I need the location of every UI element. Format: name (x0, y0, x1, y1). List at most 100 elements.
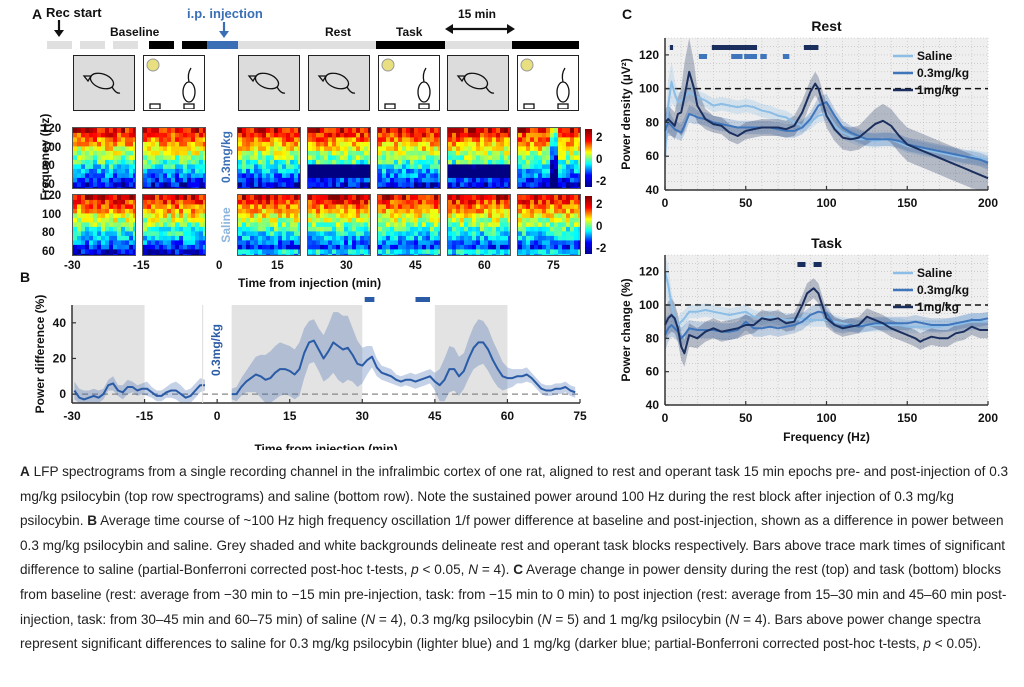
spectrogram-ytick: 80 (42, 160, 55, 172)
task-cage-icon (143, 55, 205, 111)
y-tick-label: 100 (639, 298, 659, 312)
duration-double-arrow-icon (445, 24, 515, 34)
x-tick-label: 50 (739, 411, 753, 425)
significance-bar (415, 297, 431, 302)
caption-panel-ref: B (87, 513, 98, 529)
significance-bar-03mgkg (782, 54, 790, 59)
x-tick-label: 100 (816, 196, 836, 210)
y-tick-label: 80 (646, 331, 660, 345)
spectrogram (447, 127, 511, 189)
spectrogram (72, 127, 136, 189)
rest-label: Rest (325, 25, 352, 39)
chart-title: Rest (811, 18, 842, 34)
task-power-change-chart: 40 60 80 100 120 0 50 100 150 200 Task Power change… (619, 235, 998, 444)
significance-bar (364, 297, 375, 302)
rec-start-label: Rec start (46, 5, 102, 20)
colorbar-tick: 0 (596, 154, 603, 166)
spectrogram (142, 194, 206, 256)
significance-bar-03mgkg (698, 54, 707, 59)
baseline-label: Baseline (110, 25, 160, 39)
x-tick-label: 200 (978, 196, 998, 210)
x-tick-label: 0 (214, 409, 221, 423)
caption-italic: N (729, 611, 740, 627)
caption-text: < 0.05). (930, 636, 982, 652)
x-tick-label: 100 (816, 411, 836, 425)
resting-rat-icon (247, 72, 286, 94)
chart-title: Task (811, 235, 842, 251)
significance-bar-03mgkg (744, 54, 758, 59)
legend-label: 1mg/kg (917, 300, 959, 314)
spectrogram (237, 194, 301, 256)
spectrogram-xtick: -15 (133, 260, 150, 272)
x-tick-label: -30 (63, 409, 81, 423)
spectrogram (517, 127, 581, 189)
colorbar (585, 129, 592, 187)
spectrogram-xlabel: Time from injection (min) (238, 276, 382, 290)
legend-label: Saline (917, 49, 953, 63)
rest-cage-icon (308, 55, 370, 111)
timeline-task-segment (512, 41, 579, 49)
spectrogram (517, 194, 581, 256)
series-line-03mgkg (664, 310, 989, 340)
spectrogram (307, 194, 371, 256)
error-band-03mgkg (231, 312, 576, 403)
caption-text: < 0.05, (418, 562, 469, 578)
significance-bar-1mgkg (797, 262, 806, 267)
caption-text: = 4). (478, 562, 514, 578)
error-band-saline (665, 255, 988, 334)
task-rat-icon (384, 67, 431, 109)
task-cage-icon (378, 55, 440, 111)
task-rat-icon (523, 67, 570, 109)
series-line-03mgkg (73, 382, 205, 401)
spectrogram-xtick: 0 (216, 260, 223, 272)
resting-rat-icon (456, 72, 495, 94)
timeline-task-segment (376, 41, 445, 49)
caption-italic: N (468, 562, 479, 578)
duration-label: 15 min (458, 7, 497, 21)
x-tick-label: 150 (897, 196, 917, 210)
x-axis-label: Frequency (Hz) (783, 430, 870, 444)
figure-caption: A LFP spectrograms from a single recordi… (20, 460, 1010, 657)
timeline-task-segment (149, 41, 174, 49)
y-axis-label: Power density (µV²) (619, 58, 633, 170)
colorbar-tick: 0 (596, 221, 603, 233)
panel-c-label: C (622, 6, 633, 22)
y-tick-label: 40 (646, 398, 660, 412)
spectrogram-ytick: 100 (42, 208, 62, 221)
spectrogram-xtick: 15 (271, 260, 284, 272)
task-cage-icon (517, 55, 579, 111)
spectrogram (237, 127, 301, 189)
error-band-saline (665, 61, 988, 182)
y-tick-label: 80 (646, 115, 660, 129)
colorbar-tick: 2 (596, 132, 603, 144)
y-tick-label: 40 (53, 316, 67, 330)
spectrogram-ytick: 120 (42, 123, 62, 135)
timeline-rest-segment (238, 41, 376, 49)
timeline-rest-segment (113, 41, 138, 49)
y-tick-label: 40 (646, 183, 660, 197)
y-tick-label: 100 (639, 82, 659, 96)
caption-text: = 5) and 1 mg/kg psilocybin ( (551, 611, 730, 627)
spectrogram-xtick: 45 (409, 260, 422, 272)
rec-start-arrow-icon (54, 20, 64, 37)
spectrogram-xtick: -30 (64, 260, 81, 272)
panel-a-label: A (32, 6, 43, 22)
spectrogram (72, 194, 136, 256)
row-label-saline: Saline (219, 207, 233, 243)
injection-text: i.p. injection (187, 6, 263, 21)
spectrogram-xtick: 60 (478, 260, 491, 272)
colorbar-tick: -2 (596, 243, 607, 255)
x-axis-label: Time from injection (min) (254, 442, 397, 450)
x-tick-label: 150 (897, 411, 917, 425)
significance-bar-1mgkg (711, 45, 758, 50)
injection-arrow-icon (219, 22, 229, 38)
significance-bar-1mgkg (803, 45, 819, 50)
error-band-03mgkg (665, 93, 988, 170)
resting-rat-icon (317, 72, 356, 94)
series-line-saline (664, 271, 988, 328)
caption-italic: N (541, 611, 552, 627)
series-line-03mgkg (664, 101, 989, 164)
spectrogram (307, 127, 371, 189)
x-tick-label: 0 (662, 196, 669, 210)
spectrogram-xtick: 75 (547, 260, 560, 272)
